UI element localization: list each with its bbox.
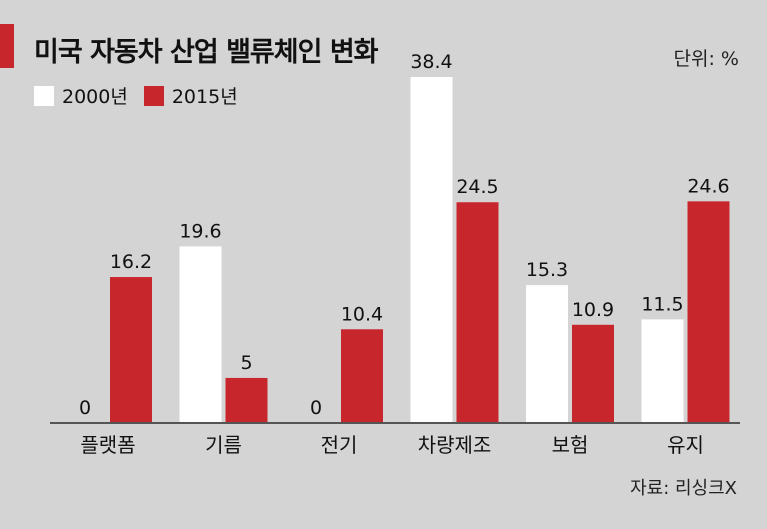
- data-label-2015-5: 10.9: [572, 299, 614, 321]
- data-label-2015-4: 24.5: [456, 176, 498, 198]
- bar-2015-3: [341, 329, 383, 423]
- unit-label: 단위: %: [673, 48, 739, 70]
- category-label-3: 전기: [321, 433, 358, 457]
- category-label-4: 차량제조: [418, 433, 492, 457]
- data-label-2015-1: 16.2: [110, 251, 152, 273]
- data-label-2000-6: 11.5: [641, 293, 683, 315]
- category-label-2: 기름: [205, 433, 242, 457]
- legend-item-2000: 2000년: [34, 82, 128, 109]
- bar-2000-2: [179, 246, 222, 423]
- data-label-2015-6: 24.6: [687, 175, 729, 197]
- data-label-2000-1: 0: [79, 397, 91, 419]
- bar-2000-5: [526, 285, 568, 423]
- bar-2015-2: [225, 377, 268, 423]
- bar-2015-6: [687, 201, 730, 423]
- data-label-2015-3: 10.4: [341, 303, 383, 325]
- category-label-6: 유지: [667, 433, 704, 457]
- bar-2015-1: [110, 277, 152, 423]
- category-label-5: 보험: [552, 433, 589, 457]
- data-label-2000-4: 38.4: [410, 51, 452, 73]
- data-label-2000-2: 19.6: [179, 220, 221, 242]
- title-accent-bar: [0, 24, 14, 68]
- legend-item-2015: 2015년: [143, 82, 238, 109]
- data-label-2000-5: 15.3: [526, 259, 568, 281]
- legend-swatch-2000: [34, 85, 54, 106]
- legend-label-2000: 2000년: [62, 86, 128, 108]
- data-label-2000-3: 0: [310, 397, 322, 419]
- data-label-2015-2: 5: [240, 352, 252, 374]
- bar-2000-6: [641, 319, 684, 423]
- legend-label-2015: 2015년: [171, 86, 238, 108]
- category-label-1: 플랫폼: [80, 433, 135, 457]
- bar-2015-5: [572, 324, 614, 423]
- bar-2015-4: [456, 202, 499, 423]
- source-note: 자료: 리싱크X: [630, 478, 737, 499]
- legend-swatch-2015: [143, 85, 164, 106]
- chart-title: 미국 자동차 산업 밸류체인 변화: [34, 37, 379, 68]
- bar-2000-4: [410, 77, 453, 423]
- legend: 2000년 2015년: [34, 82, 254, 109]
